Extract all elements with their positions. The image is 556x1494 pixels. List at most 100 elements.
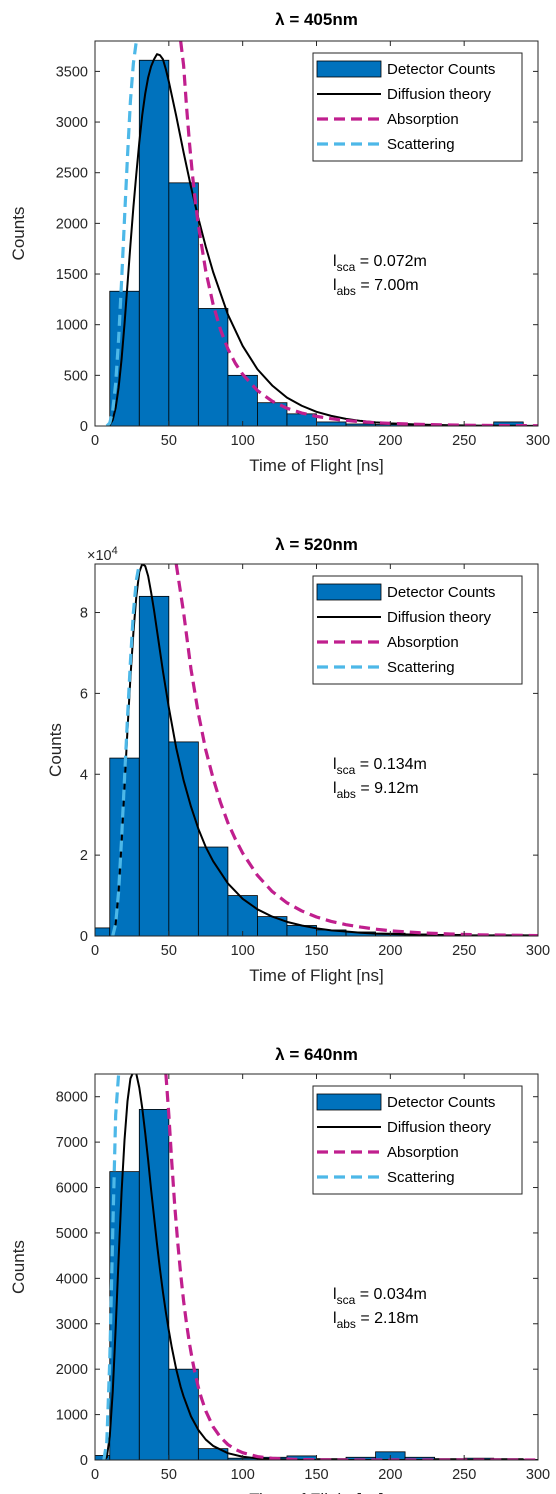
histogram-bar bbox=[197, 308, 229, 426]
y-tick-label: 8000 bbox=[56, 1090, 88, 1106]
y-tick-label: 4000 bbox=[56, 1271, 88, 1287]
series-line-absorption bbox=[179, 41, 538, 426]
y-tick-label: 3000 bbox=[56, 115, 88, 131]
y-tick-label: 500 bbox=[64, 368, 88, 384]
annotation-lengths: lsca = 0.072m labs = 7.00m bbox=[333, 253, 427, 298]
series-line-diffusion-theory bbox=[111, 564, 538, 936]
y-tick-label: 0 bbox=[80, 419, 88, 435]
legend-entry: Scattering bbox=[387, 136, 455, 153]
series-line-scattering bbox=[111, 564, 141, 936]
x-tick-label: 300 bbox=[526, 943, 550, 959]
legend-swatch-detector-counts bbox=[316, 1093, 382, 1111]
scattering-length-label: lsca = 0.134m bbox=[333, 756, 427, 777]
histogram-bar bbox=[197, 1448, 229, 1460]
y-tick-label: 0 bbox=[80, 1453, 88, 1469]
histogram-bar bbox=[168, 1368, 199, 1460]
x-tick-label: 0 bbox=[91, 943, 99, 959]
histogram-bar bbox=[227, 374, 258, 426]
scattering-length-label: lsca = 0.034m bbox=[333, 1286, 427, 1307]
y-exponent-label: ×104 bbox=[87, 545, 118, 564]
curves bbox=[102, 1074, 538, 1460]
histogram-bar bbox=[227, 895, 258, 936]
x-tick-label: 250 bbox=[452, 433, 476, 449]
x-axis-label: Time of Flight [ns] bbox=[249, 456, 383, 475]
y-tick-label: 8 bbox=[80, 606, 88, 622]
series-line-scattering bbox=[105, 41, 138, 426]
curves bbox=[111, 564, 538, 936]
chart-title: λ = 640nm bbox=[275, 1045, 358, 1064]
absorption-length-label: labs = 7.00m bbox=[333, 277, 419, 298]
legend-entry: Detector Counts bbox=[387, 1094, 495, 1111]
x-tick-label: 50 bbox=[161, 433, 177, 449]
histogram-bar bbox=[286, 413, 317, 426]
x-tick-label: 300 bbox=[526, 433, 550, 449]
legend-entry: Detector Counts bbox=[387, 61, 495, 78]
y-tick-label: 5000 bbox=[56, 1226, 88, 1242]
legend-entry: Diffusion theory bbox=[387, 609, 491, 626]
histogram-bar bbox=[138, 59, 170, 426]
curves bbox=[105, 41, 538, 426]
legend-entry: Absorption bbox=[387, 1144, 459, 1161]
y-tick-label: 2000 bbox=[56, 1362, 88, 1378]
histogram-bar bbox=[316, 421, 347, 426]
histogram-bar bbox=[168, 741, 199, 936]
chart-title: λ = 520nm bbox=[275, 535, 358, 554]
legend-entry: Scattering bbox=[387, 659, 455, 676]
x-tick-label: 150 bbox=[304, 1467, 328, 1483]
annotation-lengths: lsca = 0.034m labs = 2.18m bbox=[333, 1286, 427, 1331]
series-line-absorption bbox=[174, 564, 538, 936]
scattering-length-label: lsca = 0.072m bbox=[333, 253, 427, 274]
y-tick-label: 3000 bbox=[56, 1317, 88, 1333]
legend-entry: Diffusion theory bbox=[387, 86, 491, 103]
chart-title: λ = 405nm bbox=[275, 10, 358, 29]
y-tick-label: 6000 bbox=[56, 1181, 88, 1197]
x-tick-label: 50 bbox=[161, 1467, 177, 1483]
y-tick-label: 2500 bbox=[56, 166, 88, 182]
x-tick-label: 100 bbox=[231, 943, 255, 959]
histogram-bar bbox=[95, 927, 111, 936]
x-axis-label: Time of Flight [ns] bbox=[249, 966, 383, 985]
histogram-bar bbox=[138, 595, 170, 936]
x-tick-label: 150 bbox=[304, 433, 328, 449]
legend-entry: Scattering bbox=[387, 1169, 455, 1186]
histogram-bar bbox=[138, 1109, 170, 1460]
legend-swatch-detector-counts bbox=[316, 583, 382, 601]
legend-swatch-detector-counts bbox=[316, 60, 382, 78]
x-tick-label: 200 bbox=[378, 943, 402, 959]
x-tick-label: 300 bbox=[526, 1467, 550, 1483]
x-tick-label: 50 bbox=[161, 943, 177, 959]
y-tick-label: 6 bbox=[80, 686, 88, 702]
y-tick-label: 0 bbox=[80, 929, 88, 945]
absorption-length-label: labs = 2.18m bbox=[333, 1310, 419, 1331]
y-axis-label: Counts bbox=[46, 723, 65, 777]
legend-entry: Absorption bbox=[387, 111, 459, 128]
x-tick-label: 200 bbox=[378, 433, 402, 449]
x-tick-label: 0 bbox=[91, 433, 99, 449]
legend-entry: Detector Counts bbox=[387, 584, 495, 601]
chart-panel-2: λ = 520nm 0 50 100 150 200 250 300 0 2 4 6 8 ×104 Time… bbox=[46, 535, 550, 985]
absorption-length-label: labs = 9.12m bbox=[333, 780, 419, 801]
x-tick-label: 250 bbox=[452, 943, 476, 959]
series-line-absorption bbox=[164, 1074, 538, 1460]
x-axis-label: Time of Flight [ns] bbox=[249, 1490, 383, 1494]
y-tick-label: 2 bbox=[80, 848, 88, 864]
series-line-scattering bbox=[102, 1074, 121, 1460]
legend: Detector Counts Diffusion theory Absorptio… bbox=[312, 52, 523, 162]
y-tick-label: 1000 bbox=[56, 318, 88, 334]
histogram-bar bbox=[168, 182, 199, 426]
y-tick-label: 4 bbox=[80, 767, 88, 783]
x-tick-label: 150 bbox=[304, 943, 328, 959]
y-tick-label: 7000 bbox=[56, 1135, 88, 1151]
y-tick-label: 3500 bbox=[56, 64, 88, 80]
legend-entry: Absorption bbox=[387, 634, 459, 651]
x-tick-label: 250 bbox=[452, 1467, 476, 1483]
legend: Detector Counts Diffusion theory Absorptio… bbox=[312, 1085, 523, 1195]
y-tick-label: 1000 bbox=[56, 1408, 88, 1424]
legend-entry: Diffusion theory bbox=[387, 1119, 491, 1136]
y-axis-label: Counts bbox=[9, 1240, 28, 1294]
x-tick-label: 200 bbox=[378, 1467, 402, 1483]
x-tick-label: 100 bbox=[231, 1467, 255, 1483]
y-axis-label: Counts bbox=[9, 207, 28, 261]
